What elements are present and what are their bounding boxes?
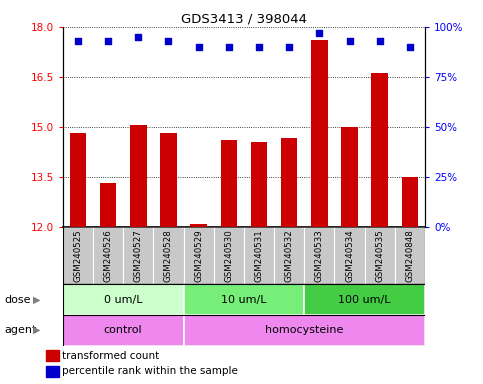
Bar <box>402 177 418 227</box>
Text: GSM240532: GSM240532 <box>284 230 294 282</box>
Point <box>104 38 112 44</box>
Text: GSM240528: GSM240528 <box>164 230 173 282</box>
Point <box>134 34 142 40</box>
Text: ▶: ▶ <box>32 295 40 305</box>
Text: GSM240527: GSM240527 <box>134 230 143 282</box>
Text: 100 um/L: 100 um/L <box>339 295 391 305</box>
Bar <box>63 315 184 346</box>
Bar <box>304 227 334 284</box>
Point <box>255 44 263 50</box>
Bar <box>213 227 244 284</box>
Text: dose: dose <box>5 295 31 305</box>
Text: GSM240848: GSM240848 <box>405 230 414 282</box>
Bar <box>341 127 358 227</box>
Bar <box>100 183 116 227</box>
Text: homocysteine: homocysteine <box>265 325 343 335</box>
Bar <box>251 142 267 227</box>
Bar <box>46 350 59 361</box>
Bar <box>160 133 177 227</box>
Bar <box>70 133 86 227</box>
Text: GSM240531: GSM240531 <box>255 230 264 282</box>
Text: GSM240529: GSM240529 <box>194 230 203 282</box>
Point <box>315 30 323 36</box>
Point <box>346 38 354 44</box>
Text: 0 um/L: 0 um/L <box>104 295 142 305</box>
Bar <box>371 73 388 227</box>
Bar <box>190 224 207 227</box>
Bar <box>274 227 304 284</box>
Bar <box>244 227 274 284</box>
Title: GDS3413 / 398044: GDS3413 / 398044 <box>181 13 307 26</box>
Point <box>406 44 414 50</box>
Point <box>285 44 293 50</box>
Text: ▶: ▶ <box>32 325 40 335</box>
Text: agent: agent <box>5 325 37 335</box>
Text: GSM240530: GSM240530 <box>224 230 233 282</box>
Bar <box>154 227 184 284</box>
Bar <box>221 140 237 227</box>
Point <box>376 38 384 44</box>
Point <box>165 38 172 44</box>
Text: GSM240533: GSM240533 <box>315 230 324 282</box>
Text: GSM240525: GSM240525 <box>73 230 83 282</box>
Bar <box>281 138 298 227</box>
Bar <box>184 284 304 315</box>
Bar <box>365 227 395 284</box>
Bar <box>334 227 365 284</box>
Bar <box>184 227 213 284</box>
Text: percentile rank within the sample: percentile rank within the sample <box>62 366 238 376</box>
Bar <box>304 284 425 315</box>
Bar <box>46 366 59 377</box>
Bar <box>93 227 123 284</box>
Point <box>195 44 202 50</box>
Bar <box>395 227 425 284</box>
Text: transformed count: transformed count <box>62 351 159 361</box>
Bar <box>63 284 184 315</box>
Point <box>74 38 82 44</box>
Bar <box>130 125 146 227</box>
Text: GSM240535: GSM240535 <box>375 230 384 282</box>
Bar <box>123 227 154 284</box>
Bar <box>184 315 425 346</box>
Text: 10 um/L: 10 um/L <box>221 295 267 305</box>
Text: control: control <box>104 325 142 335</box>
Text: GSM240526: GSM240526 <box>103 230 113 282</box>
Point <box>225 44 233 50</box>
Bar <box>311 40 327 227</box>
Text: GSM240534: GSM240534 <box>345 230 354 282</box>
Bar <box>63 227 93 284</box>
